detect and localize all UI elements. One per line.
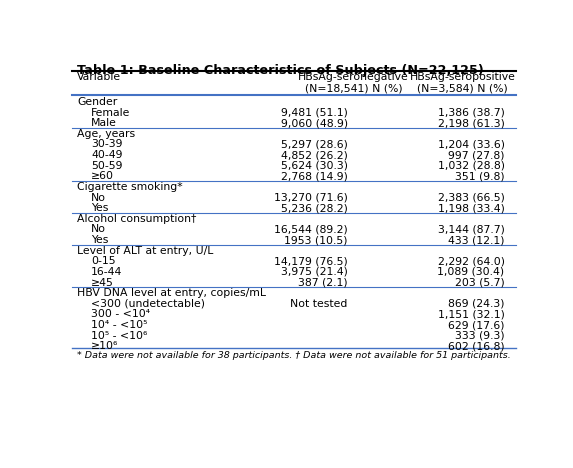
Text: Cigarette smoking*: Cigarette smoking* (77, 182, 183, 192)
Text: 13,270 (71.6): 13,270 (71.6) (274, 192, 348, 203)
Text: 50-59: 50-59 (91, 161, 123, 171)
Text: 433 (12.1): 433 (12.1) (448, 235, 505, 245)
Text: 1,204 (33.6): 1,204 (33.6) (438, 139, 505, 149)
Text: ≥60: ≥60 (91, 171, 114, 181)
Text: Female: Female (91, 108, 131, 117)
Text: 9,481 (51.1): 9,481 (51.1) (281, 108, 348, 117)
Text: 300 - <10⁴: 300 - <10⁴ (91, 309, 150, 320)
Text: 997 (27.8): 997 (27.8) (448, 150, 505, 160)
Text: 3,144 (87.7): 3,144 (87.7) (438, 225, 505, 234)
Text: 2,768 (14.9): 2,768 (14.9) (281, 171, 348, 181)
Text: 1,198 (33.4): 1,198 (33.4) (438, 203, 505, 213)
Text: Male: Male (91, 118, 117, 128)
Text: <300 (undetectable): <300 (undetectable) (91, 299, 205, 309)
Text: 16,544 (89.2): 16,544 (89.2) (274, 225, 348, 234)
Text: Variable: Variable (77, 72, 121, 82)
Text: 9,060 (48.9): 9,060 (48.9) (281, 118, 348, 128)
Text: 387 (2.1): 387 (2.1) (298, 278, 348, 288)
Text: 2,292 (64.0): 2,292 (64.0) (438, 256, 505, 266)
Text: No: No (91, 192, 106, 203)
Text: 351 (9.8): 351 (9.8) (455, 171, 505, 181)
Text: 1,032 (28.8): 1,032 (28.8) (438, 161, 505, 171)
Text: No: No (91, 225, 106, 234)
Text: ≥45: ≥45 (91, 278, 114, 288)
Text: 3,975 (21.4): 3,975 (21.4) (281, 267, 348, 277)
Text: 4,852 (26.2): 4,852 (26.2) (281, 150, 348, 160)
Text: 2,198 (61.3): 2,198 (61.3) (438, 118, 505, 128)
Text: 30-39: 30-39 (91, 139, 123, 149)
Text: 5,297 (28.6): 5,297 (28.6) (281, 139, 348, 149)
Text: 5,236 (28.2): 5,236 (28.2) (281, 203, 348, 213)
Text: ≥10⁶: ≥10⁶ (91, 341, 119, 351)
Text: Gender: Gender (77, 97, 117, 107)
Text: Age, years: Age, years (77, 129, 135, 139)
Text: Table 1: Baseline Characteristics of Subjects (N=22,125): Table 1: Baseline Characteristics of Sub… (77, 64, 484, 77)
Text: HBV DNA level at entry, copies/mL: HBV DNA level at entry, copies/mL (77, 288, 266, 298)
Text: 333 (9.3): 333 (9.3) (455, 331, 505, 341)
Text: 203 (5.7): 203 (5.7) (455, 278, 505, 288)
Text: * Data were not available for 38 participants. † Data were not available for 51 : * Data were not available for 38 partici… (77, 351, 511, 360)
Text: HBsAg-seropositive
(N=3,584) N (%): HBsAg-seropositive (N=3,584) N (%) (410, 72, 515, 94)
Text: Yes: Yes (91, 235, 108, 245)
Text: 1,151 (32.1): 1,151 (32.1) (438, 309, 505, 320)
Text: Level of ALT at entry, U/L: Level of ALT at entry, U/L (77, 246, 213, 256)
Text: 1953 (10.5): 1953 (10.5) (284, 235, 348, 245)
Text: 16-44: 16-44 (91, 267, 123, 277)
Text: Not tested: Not tested (291, 299, 348, 309)
Text: 2,383 (66.5): 2,383 (66.5) (438, 192, 505, 203)
Text: 869 (24.3): 869 (24.3) (448, 299, 505, 309)
Text: 14,179 (76.5): 14,179 (76.5) (274, 256, 348, 266)
Text: 40-49: 40-49 (91, 150, 123, 160)
Text: 10⁴ - <10⁵: 10⁴ - <10⁵ (91, 320, 147, 330)
Text: 0-15: 0-15 (91, 256, 116, 266)
Text: 5,624 (30.3): 5,624 (30.3) (281, 161, 348, 171)
Text: 1,089 (30.4): 1,089 (30.4) (437, 267, 505, 277)
Text: Alcohol consumption†: Alcohol consumption† (77, 214, 197, 224)
Text: HBsAg-seronegative
(N=18,541) N (%): HBsAg-seronegative (N=18,541) N (%) (298, 72, 409, 94)
Text: 1,386 (38.7): 1,386 (38.7) (438, 108, 505, 117)
Text: 602 (16.8): 602 (16.8) (448, 341, 505, 351)
Text: 10⁵ - <10⁶: 10⁵ - <10⁶ (91, 331, 147, 341)
Text: Yes: Yes (91, 203, 108, 213)
Text: 629 (17.6): 629 (17.6) (448, 320, 505, 330)
